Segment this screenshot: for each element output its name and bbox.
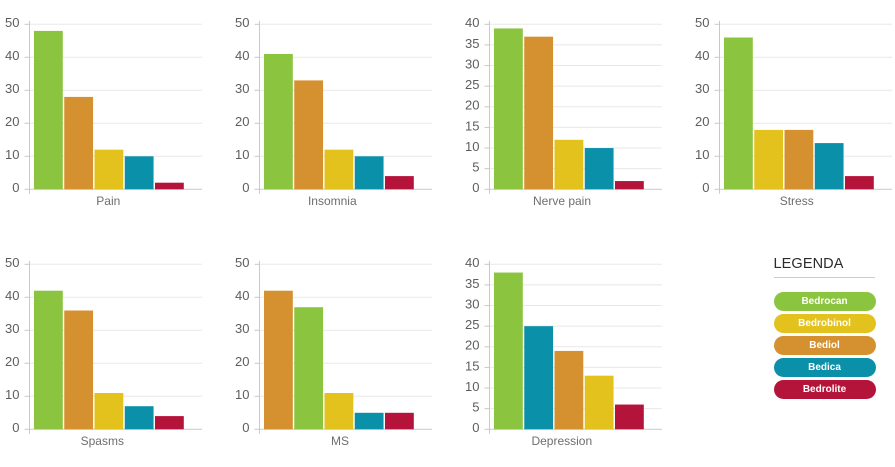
svg-text:20: 20 bbox=[695, 114, 709, 129]
svg-text:20: 20 bbox=[465, 98, 479, 113]
svg-text:30: 30 bbox=[235, 81, 249, 96]
svg-text:10: 10 bbox=[5, 147, 19, 162]
svg-text:Depression: Depression bbox=[531, 434, 592, 448]
svg-text:0: 0 bbox=[12, 420, 19, 435]
svg-text:0: 0 bbox=[242, 180, 249, 195]
svg-text:15: 15 bbox=[465, 118, 479, 133]
svg-text:50: 50 bbox=[235, 15, 249, 30]
svg-text:30: 30 bbox=[5, 81, 19, 96]
svg-text:15: 15 bbox=[465, 358, 479, 373]
svg-text:0: 0 bbox=[472, 180, 479, 195]
svg-text:0: 0 bbox=[472, 420, 479, 435]
svg-text:20: 20 bbox=[5, 354, 19, 369]
svg-text:40: 40 bbox=[465, 15, 479, 30]
svg-text:40: 40 bbox=[5, 288, 19, 303]
svg-text:30: 30 bbox=[695, 81, 709, 96]
svg-text:Pain: Pain bbox=[96, 194, 120, 208]
svg-text:25: 25 bbox=[465, 77, 479, 92]
svg-text:10: 10 bbox=[235, 387, 249, 402]
svg-text:0: 0 bbox=[242, 420, 249, 435]
svg-text:Nerve pain: Nerve pain bbox=[533, 194, 591, 208]
svg-text:25: 25 bbox=[465, 317, 479, 332]
svg-text:30: 30 bbox=[465, 296, 479, 311]
svg-text:40: 40 bbox=[695, 48, 709, 63]
svg-text:50: 50 bbox=[235, 255, 249, 270]
svg-text:35: 35 bbox=[465, 36, 479, 51]
svg-text:40: 40 bbox=[235, 48, 249, 63]
svg-text:10: 10 bbox=[695, 147, 709, 162]
svg-text:10: 10 bbox=[465, 379, 479, 394]
svg-text:20: 20 bbox=[5, 114, 19, 129]
svg-text:5: 5 bbox=[472, 160, 479, 175]
svg-text:30: 30 bbox=[235, 321, 249, 336]
svg-text:10: 10 bbox=[235, 147, 249, 162]
svg-text:20: 20 bbox=[235, 354, 249, 369]
svg-text:Stress: Stress bbox=[780, 194, 814, 208]
svg-text:30: 30 bbox=[465, 56, 479, 71]
svg-text:MS: MS bbox=[331, 434, 349, 448]
svg-text:Insomnia: Insomnia bbox=[308, 194, 357, 208]
svg-text:10: 10 bbox=[465, 139, 479, 154]
svg-text:35: 35 bbox=[465, 276, 479, 291]
svg-text:20: 20 bbox=[235, 114, 249, 129]
svg-text:30: 30 bbox=[5, 321, 19, 336]
svg-text:0: 0 bbox=[12, 180, 19, 195]
svg-text:40: 40 bbox=[235, 288, 249, 303]
svg-text:Spasms: Spasms bbox=[81, 434, 124, 448]
svg-text:5: 5 bbox=[472, 400, 479, 415]
svg-text:50: 50 bbox=[5, 15, 19, 30]
svg-text:50: 50 bbox=[5, 255, 19, 270]
svg-text:20: 20 bbox=[465, 338, 479, 353]
svg-text:40: 40 bbox=[5, 48, 19, 63]
svg-text:40: 40 bbox=[465, 255, 479, 270]
svg-text:50: 50 bbox=[695, 15, 709, 30]
svg-text:0: 0 bbox=[702, 180, 709, 195]
svg-text:10: 10 bbox=[5, 387, 19, 402]
